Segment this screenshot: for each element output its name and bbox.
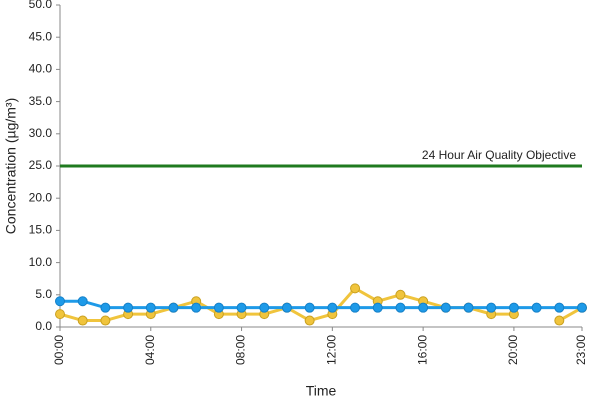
data-point bbox=[77, 296, 88, 307]
data-point bbox=[281, 302, 292, 313]
x-tick-label: 08:00 bbox=[234, 335, 248, 365]
y-tick-label: 10.0 bbox=[29, 255, 53, 269]
data-point bbox=[55, 296, 65, 307]
data-point bbox=[554, 315, 565, 326]
data-point bbox=[191, 302, 202, 313]
y-tick-label: 20.0 bbox=[29, 190, 53, 204]
data-point bbox=[350, 302, 361, 313]
data-point bbox=[304, 315, 315, 326]
x-axis-title: Time bbox=[306, 383, 337, 399]
data-point bbox=[554, 302, 565, 313]
y-tick-label: 45.0 bbox=[29, 29, 53, 43]
data-point bbox=[327, 302, 338, 313]
data-point bbox=[100, 315, 111, 326]
data-point bbox=[372, 302, 383, 313]
data-point bbox=[77, 315, 88, 326]
data-point bbox=[577, 302, 587, 313]
data-point bbox=[168, 302, 179, 313]
data-point bbox=[236, 302, 247, 313]
data-point bbox=[213, 302, 224, 313]
y-tick-label: 0.0 bbox=[35, 319, 52, 333]
data-point bbox=[123, 302, 134, 313]
y-tick-label: 15.0 bbox=[29, 223, 53, 237]
y-tick-label: 35.0 bbox=[29, 94, 53, 108]
y-tick-label: 5.0 bbox=[35, 287, 52, 301]
data-point bbox=[259, 302, 270, 313]
y-tick-label: 40.0 bbox=[29, 62, 53, 76]
x-tick-label: 04:00 bbox=[143, 335, 157, 365]
x-tick-label: 16:00 bbox=[415, 335, 429, 365]
data-point bbox=[531, 302, 542, 313]
data-point bbox=[418, 302, 429, 313]
data-point bbox=[486, 302, 497, 313]
objective-label: 24 Hour Air Quality Objective bbox=[422, 148, 576, 162]
x-tick-label: 20:00 bbox=[506, 335, 520, 365]
y-tick-label: 25.0 bbox=[29, 158, 53, 172]
x-tick-label: 00:00 bbox=[52, 335, 66, 365]
data-point bbox=[440, 302, 451, 313]
data-point bbox=[508, 302, 519, 313]
data-point bbox=[145, 302, 156, 313]
data-point bbox=[395, 302, 406, 313]
x-tick-label: 12:00 bbox=[325, 335, 339, 365]
data-point bbox=[55, 309, 65, 320]
y-tick-label: 50.0 bbox=[29, 0, 53, 11]
data-point bbox=[395, 289, 406, 300]
x-tick-label: 23:00 bbox=[574, 335, 588, 365]
series-line bbox=[60, 299, 582, 310]
data-point bbox=[100, 302, 111, 313]
y-axis-title: Concentration (µg/m³) bbox=[3, 98, 19, 234]
y-tick-label: 30.0 bbox=[29, 126, 53, 140]
data-point bbox=[304, 302, 315, 313]
data-point bbox=[350, 283, 361, 294]
data-point bbox=[463, 302, 474, 313]
